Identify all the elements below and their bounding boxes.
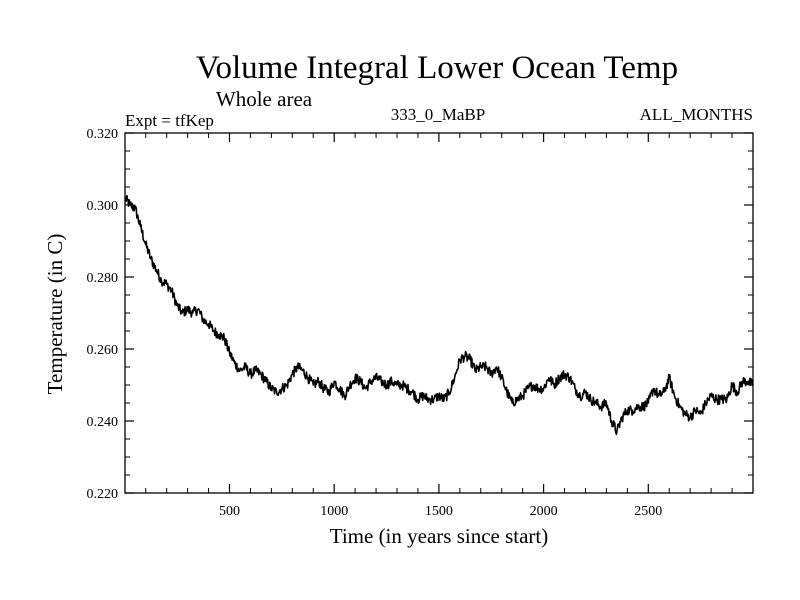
chart-title: Volume Integral Lower Ocean Temp (196, 50, 678, 86)
experiment-label: Expt = tfKep (125, 111, 214, 130)
y-tick-label: 0.300 (87, 199, 119, 214)
y-axis-label: Temperature (in C) (43, 234, 67, 395)
months-label: ALL_MONTHS (640, 105, 753, 124)
x-axis-label: Time (in years since start) (330, 524, 549, 548)
y-tick-label: 0.280 (87, 271, 119, 286)
y-tick-label: 0.320 (87, 127, 119, 142)
y-tick-label: 0.240 (87, 415, 119, 430)
x-tick-label: 2500 (634, 504, 662, 519)
period-label: 333_0_MaBP (391, 105, 485, 124)
series-line (124, 194, 754, 436)
x-tick-label: 1000 (320, 504, 348, 519)
x-tick-label: 2000 (530, 504, 558, 519)
x-tick-label: 1500 (425, 504, 453, 519)
plot-area: 0.220 0.240 0.260 0.280 0.300 0.320 500 1000 150… (87, 127, 754, 519)
plot-frame (124, 132, 754, 494)
y-tick-label: 0.220 (87, 487, 119, 502)
chart-subtitle: Whole area (216, 87, 313, 111)
x-tick-label: 500 (219, 504, 240, 519)
y-tick-label: 0.260 (87, 343, 119, 358)
